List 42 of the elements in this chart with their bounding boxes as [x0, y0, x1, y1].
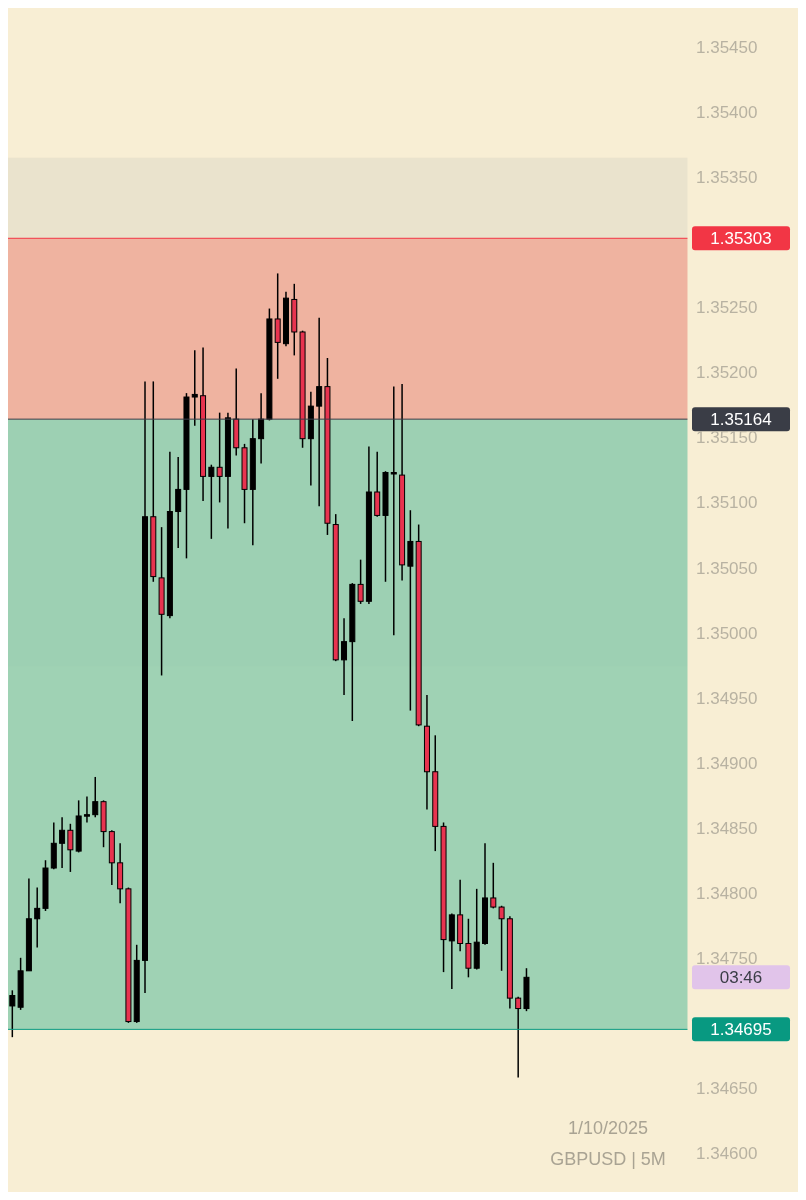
- y-tick-label: 1.35050: [696, 558, 758, 578]
- candlestick: [9, 989, 16, 1038]
- candlestick: [208, 463, 215, 540]
- y-tick-label: 1.34950: [696, 688, 758, 708]
- candlestick: [357, 558, 364, 605]
- annotation: GBPUSD | 5M: [549, 1149, 667, 1170]
- candlestick: [515, 996, 522, 1079]
- y-tick-label: 1.34850: [696, 818, 758, 838]
- candlestick: [374, 450, 381, 518]
- candlestick: [390, 385, 397, 636]
- ref-line-label: 1.35164: [710, 410, 772, 430]
- candlestick: [92, 776, 99, 819]
- candlestick: [191, 349, 198, 427]
- y-tick-label: 1.34750: [696, 948, 758, 968]
- y-tick-label: 1.35250: [696, 298, 758, 318]
- candlestick: [83, 795, 90, 824]
- y-tick-label: 1.34650: [696, 1078, 758, 1098]
- y-tick-label: 1.34600: [696, 1144, 758, 1163]
- ref-line-label: 1.34695: [710, 1020, 772, 1040]
- candlestick: [316, 316, 323, 508]
- y-tick-label: 1.35200: [696, 363, 758, 383]
- y-tick-label: 1.35450: [696, 38, 758, 58]
- y-tick-label: 1.35000: [696, 623, 758, 643]
- candlestick: [175, 456, 182, 549]
- candlestick: [67, 823, 74, 873]
- candlestick: [34, 886, 41, 949]
- annotation: 1/10/2025: [566, 1118, 650, 1139]
- text: 03:46: [719, 968, 763, 988]
- candlestick: [258, 392, 265, 465]
- candlestick: [274, 272, 281, 380]
- y-tick-label: 1.34900: [696, 753, 758, 773]
- y-tick-label: 1.35350: [696, 168, 758, 188]
- y-tick-label: 1.35100: [696, 493, 758, 513]
- y-tick-label: 1.34800: [696, 883, 758, 903]
- ref-line-label: 1.35303: [710, 229, 772, 249]
- candlestick: [498, 905, 505, 972]
- candlestick: [490, 862, 497, 910]
- y-tick-label: 1.35150: [696, 428, 758, 448]
- candlestick: [216, 411, 223, 504]
- candlestick: [59, 816, 66, 869]
- candlestick: [341, 617, 348, 696]
- y-tick-label: 1.35400: [696, 103, 758, 123]
